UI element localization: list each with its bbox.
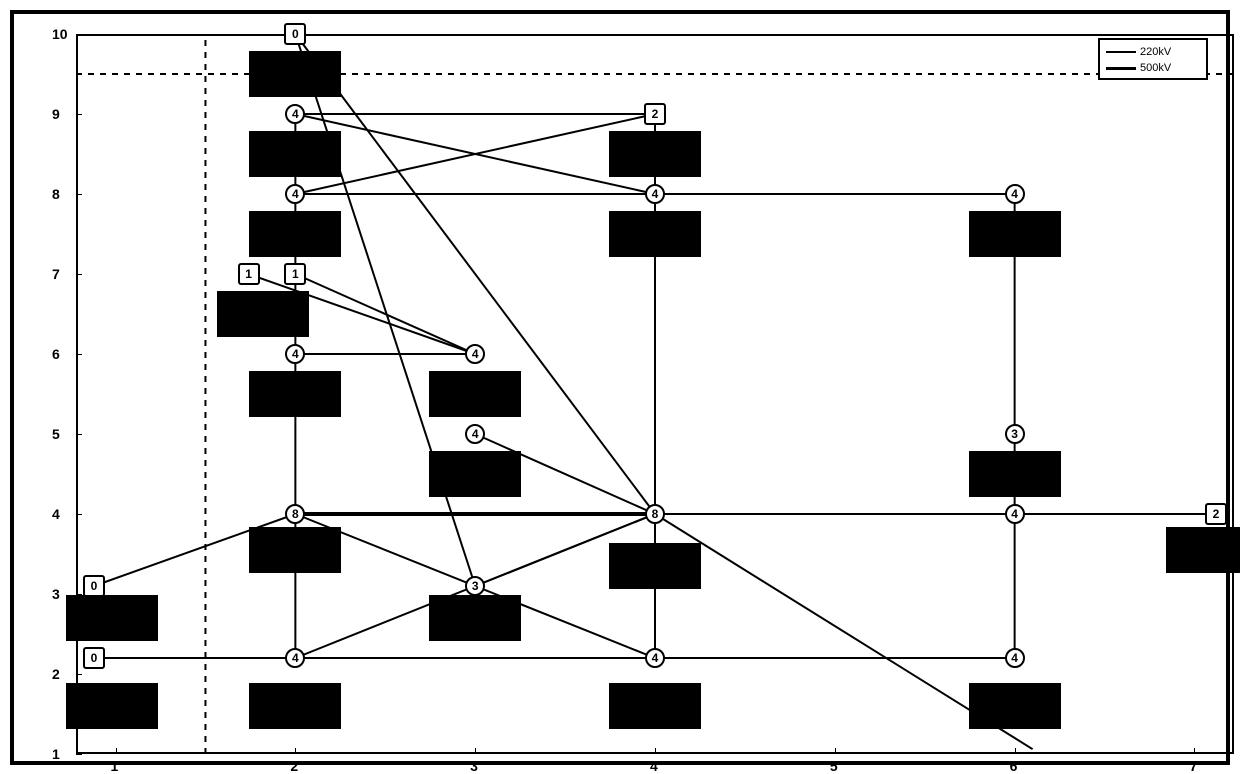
- legend-item-500kv: 500kV: [1106, 60, 1200, 76]
- node-square: 2: [1205, 503, 1227, 525]
- outer-frame: 0424441144438842030444 12345671234567891…: [10, 10, 1230, 765]
- node-square: 0: [83, 647, 105, 669]
- node-circle: 4: [645, 648, 665, 668]
- node-circle: 4: [285, 344, 305, 364]
- y-tick-mark: [76, 674, 82, 675]
- x-tick-mark: [116, 748, 117, 754]
- node-circle: 4: [645, 184, 665, 204]
- x-tick-label: 5: [830, 758, 838, 774]
- x-tick-label: 2: [290, 758, 298, 774]
- bus-label-box: [609, 543, 701, 589]
- y-tick-label: 8: [52, 186, 62, 202]
- y-tick-label: 1: [52, 746, 62, 762]
- x-tick-label: 6: [1010, 758, 1018, 774]
- bus-label-box: [249, 131, 341, 177]
- node-circle: 4: [465, 424, 485, 444]
- bus-label-box: [249, 51, 341, 97]
- node-square: 1: [284, 263, 306, 285]
- y-tick-label: 5: [52, 426, 62, 442]
- bus-label-box: [969, 683, 1061, 729]
- x-tick-label: 4: [650, 758, 658, 774]
- y-tick-mark: [76, 434, 82, 435]
- node-square: 2: [644, 103, 666, 125]
- x-tick-label: 3: [470, 758, 478, 774]
- x-tick-mark: [835, 748, 836, 754]
- bus-label-box: [249, 527, 341, 573]
- bus-label-box: [969, 451, 1061, 497]
- node-circle: 4: [1005, 504, 1025, 524]
- bus-label-box: [66, 595, 158, 641]
- y-tick-mark: [76, 754, 82, 755]
- x-tick-mark: [475, 748, 476, 754]
- x-tick-label: 1: [111, 758, 119, 774]
- bus-label-box: [429, 595, 521, 641]
- y-tick-mark: [76, 34, 82, 35]
- bus-label-box: [217, 291, 309, 337]
- bus-label-box: [249, 371, 341, 417]
- edges-layer: [14, 14, 1240, 764]
- node-square: 1: [238, 263, 260, 285]
- node-circle: 4: [1005, 184, 1025, 204]
- y-tick-label: 10: [52, 26, 62, 42]
- y-tick-label: 6: [52, 346, 62, 362]
- node-circle: 8: [645, 504, 665, 524]
- y-tick-label: 3: [52, 586, 62, 602]
- node-circle: 4: [285, 184, 305, 204]
- y-tick-mark: [76, 354, 82, 355]
- bus-label-box: [969, 211, 1061, 257]
- bus-label-box: [1166, 527, 1240, 573]
- edge: [295, 34, 475, 586]
- node-circle: 4: [1005, 648, 1025, 668]
- legend-line-500kv: [1106, 67, 1136, 70]
- y-tick-mark: [76, 194, 82, 195]
- node-circle: 4: [285, 648, 305, 668]
- legend-line-220kv: [1106, 51, 1136, 53]
- x-tick-mark: [295, 748, 296, 754]
- node-circle: 3: [465, 576, 485, 596]
- legend-label-220kv: 220kV: [1140, 46, 1171, 58]
- node-circle: 4: [465, 344, 485, 364]
- bus-label-box: [609, 211, 701, 257]
- x-tick-mark: [655, 748, 656, 754]
- node-square: 0: [83, 575, 105, 597]
- bus-label-box: [429, 451, 521, 497]
- node-circle: 3: [1005, 424, 1025, 444]
- legend-label-500kv: 500kV: [1140, 62, 1171, 74]
- node-square: 0: [284, 23, 306, 45]
- x-tick-mark: [1194, 748, 1195, 754]
- y-tick-mark: [76, 114, 82, 115]
- y-tick-label: 7: [52, 266, 62, 282]
- legend-item-220kv: 220kV: [1106, 44, 1200, 60]
- y-tick-mark: [76, 274, 82, 275]
- bus-label-box: [249, 211, 341, 257]
- node-circle: 4: [285, 104, 305, 124]
- y-tick-mark: [76, 594, 82, 595]
- bus-label-box: [609, 683, 701, 729]
- bus-label-box: [429, 371, 521, 417]
- y-tick-label: 4: [52, 506, 62, 522]
- y-tick-label: 9: [52, 106, 62, 122]
- node-circle: 8: [285, 504, 305, 524]
- y-tick-label: 2: [52, 666, 62, 682]
- legend: 220kV 500kV: [1098, 38, 1208, 80]
- bus-label-box: [609, 131, 701, 177]
- x-tick-label: 7: [1189, 758, 1197, 774]
- x-tick-mark: [1015, 748, 1016, 754]
- bus-label-box: [66, 683, 158, 729]
- edge: [295, 274, 475, 354]
- y-tick-mark: [76, 514, 82, 515]
- bus-label-box: [249, 683, 341, 729]
